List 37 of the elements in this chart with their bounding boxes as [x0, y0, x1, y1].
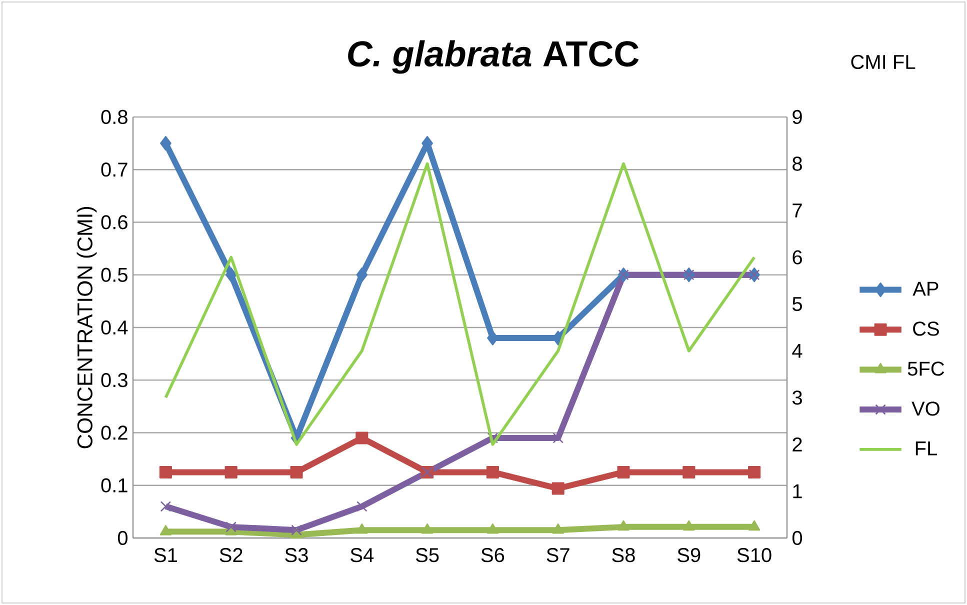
y-tick-label: 0.3	[101, 373, 128, 388]
x-tick-label: S7	[546, 548, 570, 562]
y2-tick-label: 7	[792, 204, 802, 218]
legend-label: 5FC	[908, 362, 944, 376]
y-tick-label: 0	[118, 530, 128, 546]
y-tick-label: 0.7	[101, 162, 128, 177]
y-tick-label: 0.5	[101, 268, 128, 282]
x-tick-label: S8	[612, 548, 635, 562]
y2-tick-label: 2	[792, 437, 802, 452]
y-tick-label: 0.8	[101, 110, 128, 124]
y2-tick-label: 6	[792, 250, 802, 264]
x-tick-label: S2	[220, 548, 242, 562]
y-tick-label: 0.4	[101, 320, 128, 335]
chart-title: C. glabrata ATCC	[348, 40, 639, 74]
y2-axis-title: CMI FL	[851, 54, 916, 70]
y-tick-label: 0.2	[101, 426, 128, 440]
x-tick-label: S1	[154, 548, 177, 562]
x-tick-label: S6	[481, 548, 504, 562]
y-tick-label: 0.6	[101, 215, 128, 230]
y2-tick-label: 0	[792, 530, 802, 546]
legend-label: CS	[913, 322, 939, 336]
legend-label: AP	[912, 282, 938, 296]
y2-tick-label: 4	[792, 344, 802, 358]
legend-label: VO	[912, 402, 940, 416]
y-tick-label: 0.1	[101, 478, 128, 492]
x-tick-label: S5	[416, 548, 439, 562]
x-tick-label: S4	[350, 548, 374, 562]
y2-tick-label: 9	[792, 110, 802, 124]
y2-tick-label: 1	[793, 484, 802, 498]
y2-tick-label: 5	[792, 297, 802, 312]
y2-tick-label: 3	[792, 390, 802, 405]
x-tick-label: S9	[678, 548, 700, 562]
legend-label: FL	[916, 442, 937, 456]
x-tick-label: S10	[737, 548, 772, 562]
y-axis-title: CONCENTRATION (CMI)	[76, 206, 97, 448]
y2-tick-label: 8	[792, 156, 802, 171]
x-tick-label: S3	[285, 548, 308, 562]
